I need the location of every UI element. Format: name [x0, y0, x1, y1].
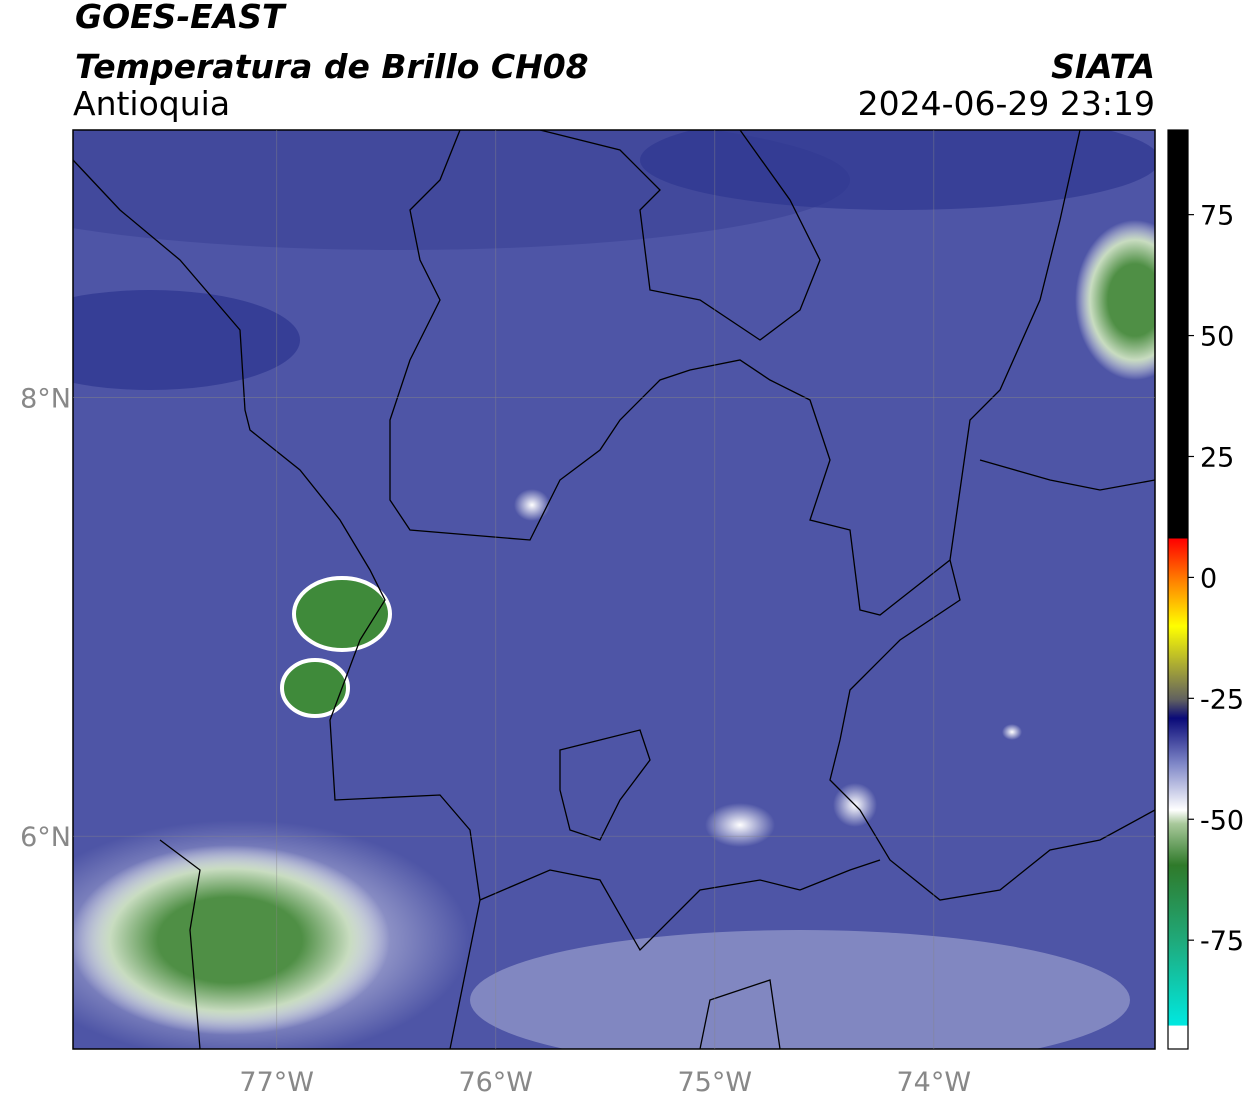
subtitle: Temperatura de Brillo CH08: [75, 47, 589, 86]
colorbar-tick-label: -75: [1200, 926, 1244, 957]
colorbar-tick-label: -50: [1200, 805, 1244, 836]
x-tick-label: 75°W: [677, 1067, 752, 1098]
datetime: 2024-06-29 23:19: [858, 84, 1155, 123]
y-tick-label: 6°N: [20, 822, 71, 853]
colorbar: [1167, 129, 1189, 1050]
map-field: [73, 130, 1155, 1049]
region: Antioquia: [73, 84, 230, 123]
colorbar-tick-label: -25: [1200, 684, 1244, 715]
x-tick-label: 74°W: [897, 1067, 972, 1098]
colorbar-tick-label: 50: [1200, 322, 1234, 353]
title: GOES-EAST: [75, 0, 287, 36]
x-tick-label: 77°W: [239, 1067, 314, 1098]
colorbar-tick-label: 75: [1200, 201, 1234, 232]
x-tick-label: 76°W: [458, 1067, 533, 1098]
colorbar-tick-label: 0: [1200, 563, 1217, 594]
colorbar-tick-label: 25: [1200, 442, 1234, 473]
source: SIATA: [1051, 47, 1155, 86]
y-tick-label: 8°N: [20, 384, 71, 415]
map-frame: [72, 129, 1156, 1050]
